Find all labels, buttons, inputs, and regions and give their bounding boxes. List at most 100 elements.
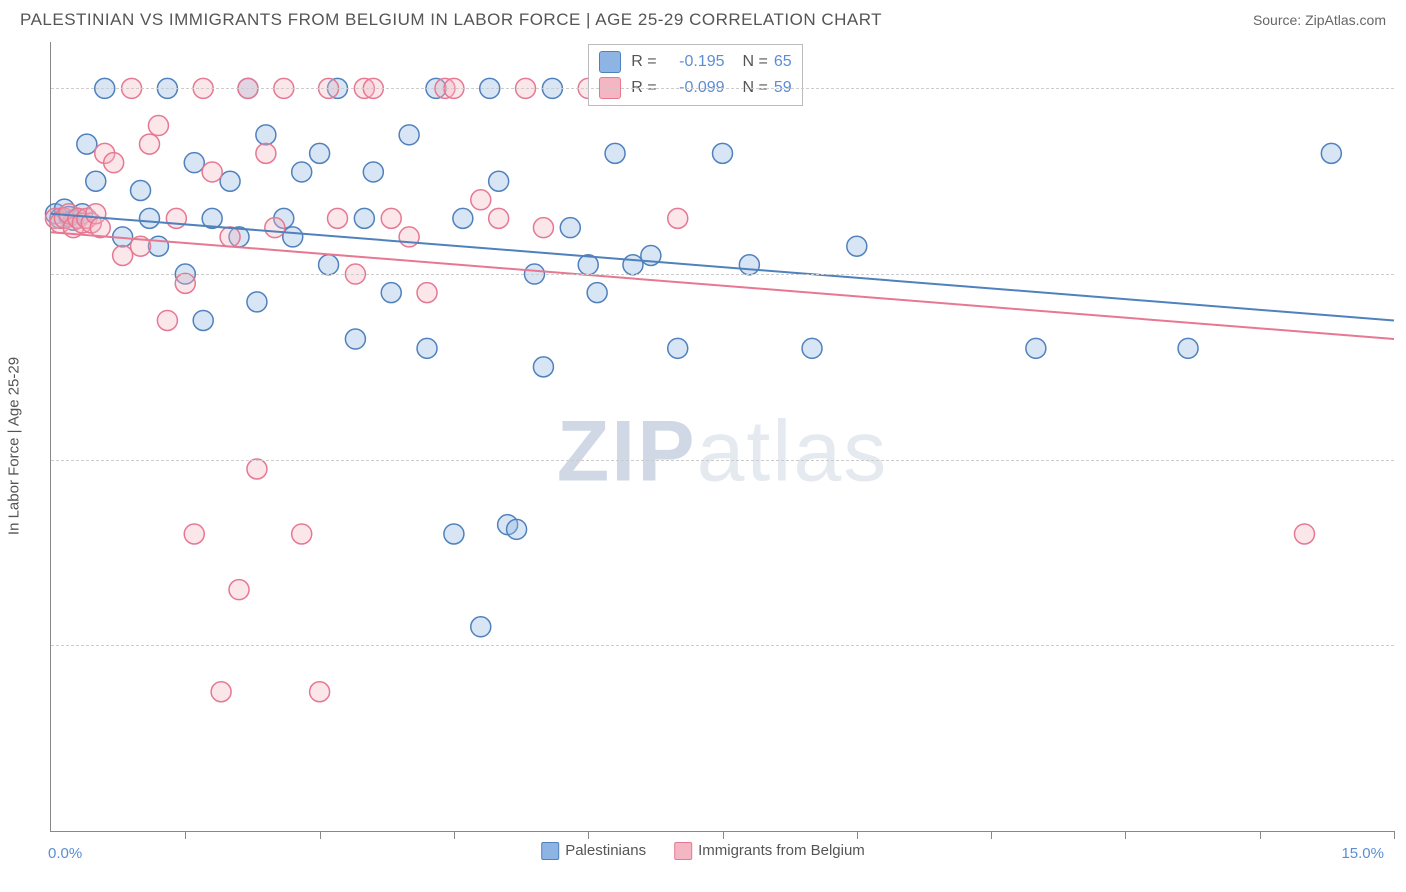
x-tick xyxy=(185,831,186,839)
data-point xyxy=(247,459,267,479)
data-point xyxy=(139,134,159,154)
data-point xyxy=(847,236,867,256)
data-point xyxy=(184,153,204,173)
data-point xyxy=(148,236,168,256)
data-point xyxy=(148,116,168,136)
data-point xyxy=(739,255,759,275)
chart-source: Source: ZipAtlas.com xyxy=(1253,12,1386,28)
data-point xyxy=(139,208,159,228)
gridline xyxy=(51,460,1394,461)
data-point xyxy=(489,208,509,228)
data-point xyxy=(310,682,330,702)
data-point xyxy=(283,227,303,247)
data-point xyxy=(193,310,213,330)
data-point xyxy=(605,143,625,163)
x-tick xyxy=(723,831,724,839)
legend-label: Palestinians xyxy=(565,842,646,859)
data-point xyxy=(587,283,607,303)
legend-item: Immigrants from Belgium xyxy=(674,842,865,860)
data-point xyxy=(292,524,312,544)
data-point xyxy=(533,357,553,377)
data-point xyxy=(507,519,527,539)
data-point xyxy=(1026,338,1046,358)
x-tick xyxy=(1394,831,1395,839)
x-axis-max-label: 15.0% xyxy=(1341,845,1384,862)
data-point xyxy=(471,190,491,210)
data-point xyxy=(113,245,133,265)
data-point xyxy=(211,682,231,702)
data-point xyxy=(489,171,509,191)
data-point xyxy=(713,143,733,163)
x-tick xyxy=(991,831,992,839)
data-point xyxy=(802,338,822,358)
data-point xyxy=(77,134,97,154)
n-value: 65 xyxy=(774,53,792,71)
data-point xyxy=(381,283,401,303)
y-axis-title: In Labor Force | Age 25-29 xyxy=(6,357,23,535)
data-point xyxy=(345,329,365,349)
data-point xyxy=(131,181,151,201)
data-point xyxy=(86,171,106,191)
data-point xyxy=(220,227,240,247)
data-point xyxy=(354,208,374,228)
data-point xyxy=(668,208,688,228)
chart-title: PALESTINIAN VS IMMIGRANTS FROM BELGIUM I… xyxy=(20,10,882,30)
scatter-chart: ZIPatlas R =-0.195N =65R =-0.099N =59 40… xyxy=(50,42,1394,832)
data-point xyxy=(256,143,276,163)
data-point xyxy=(417,283,437,303)
data-point xyxy=(1178,338,1198,358)
data-point xyxy=(363,162,383,182)
x-tick xyxy=(588,831,589,839)
data-point xyxy=(175,273,195,293)
x-axis-min-label: 0.0% xyxy=(48,845,82,862)
data-point xyxy=(668,338,688,358)
data-point xyxy=(310,143,330,163)
data-point xyxy=(229,580,249,600)
x-tick xyxy=(1125,831,1126,839)
data-point xyxy=(453,208,473,228)
data-point xyxy=(444,524,464,544)
data-point xyxy=(533,218,553,238)
series-legend: Palestinians Immigrants from Belgium xyxy=(541,842,865,860)
gridline xyxy=(51,274,1394,275)
data-point xyxy=(417,338,437,358)
plot-area xyxy=(51,42,1394,831)
legend-row: R = -0.195 N = 65 xyxy=(599,49,791,75)
n-label: N = xyxy=(743,53,768,71)
data-point xyxy=(184,524,204,544)
data-point xyxy=(104,153,124,173)
trend-line xyxy=(51,232,1394,339)
x-tick xyxy=(857,831,858,839)
correlation-legend: R =-0.195N =65R =-0.099N =59 xyxy=(588,44,802,106)
legend-item: Palestinians xyxy=(541,842,646,860)
data-point xyxy=(560,218,580,238)
data-point xyxy=(623,255,643,275)
data-point xyxy=(381,208,401,228)
data-point xyxy=(247,292,267,312)
gridline xyxy=(51,88,1394,89)
x-tick xyxy=(454,831,455,839)
x-tick xyxy=(320,831,321,839)
data-point xyxy=(166,208,186,228)
r-label: R = xyxy=(631,53,656,71)
legend-label: Immigrants from Belgium xyxy=(698,842,865,859)
legend-swatch xyxy=(674,842,692,860)
data-point xyxy=(220,171,240,191)
chart-header: PALESTINIAN VS IMMIGRANTS FROM BELGIUM I… xyxy=(0,0,1406,36)
data-point xyxy=(1321,143,1341,163)
data-point xyxy=(328,208,348,228)
data-point xyxy=(471,617,491,637)
legend-swatch xyxy=(541,842,559,860)
r-value: -0.195 xyxy=(663,53,725,71)
x-tick xyxy=(1260,831,1261,839)
data-point xyxy=(202,162,222,182)
gridline xyxy=(51,645,1394,646)
data-point xyxy=(265,218,285,238)
data-point xyxy=(157,310,177,330)
data-point xyxy=(292,162,312,182)
data-point xyxy=(399,125,419,145)
data-point xyxy=(1294,524,1314,544)
legend-swatch xyxy=(599,51,621,73)
data-point xyxy=(319,255,339,275)
data-point xyxy=(256,125,276,145)
